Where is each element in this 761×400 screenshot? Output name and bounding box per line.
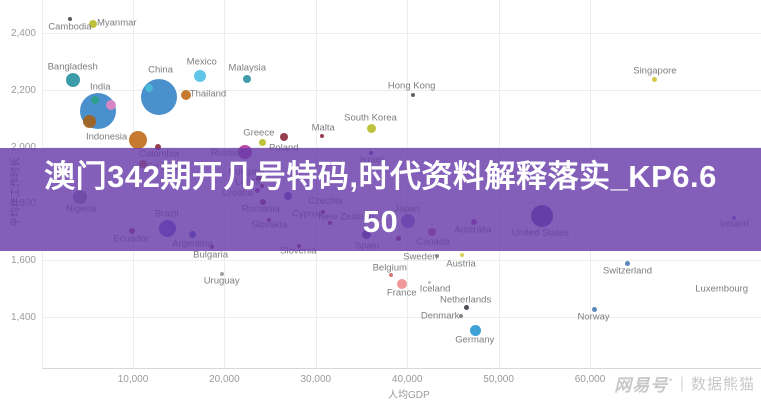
y-axis-tick-label: 2,400 [10,28,36,39]
country-label-belgium: Belgium [372,262,407,274]
gridline-horizontal [42,260,761,262]
watermark: 网易号° | 数据熊猫 [614,371,755,396]
country-label-slovenia: Slovenia [280,245,317,257]
bubble-south-korea[interactable] [367,123,377,133]
country-label-mexico: Mexico [186,56,217,68]
bubble-malaysia[interactable] [243,75,252,83]
country-label-france: France [386,287,417,299]
headline-line-2: 50 [362,203,399,239]
bubble-greece[interactable] [259,138,267,146]
bubble-denmark[interactable] [459,313,464,318]
x-axis-tick-label: 30,000 [300,374,332,385]
y-axis-tick-label: 2,200 [10,84,36,96]
bubble-unlabeled[interactable] [154,143,161,150]
country-label-norway: Norway [577,311,610,323]
country-label-myanmar: Myanmar [96,17,137,29]
country-label-poland: Poland [269,142,299,153]
gridline-horizontal [42,89,761,91]
country-label-uruguay: Uruguay [203,275,240,287]
country-label-bangladesh: Bangladesh [47,61,98,73]
country-label-china: China [148,64,173,76]
bubble-unlabeled[interactable] [144,84,153,93]
country-label-south-korea: South Korea [344,112,397,124]
country-label-malaysia: Malaysia [228,62,267,74]
watermark-name: 数据熊猫 [690,376,755,393]
country-label-india: India [89,81,111,93]
bubble-thailand[interactable] [181,89,191,100]
bubble-unlabeled[interactable] [106,99,117,110]
country-label-switzerland: Switzerland [602,265,653,277]
bubble-myanmar[interactable] [88,19,97,28]
x-axis-tick-label: 60,000 [574,374,606,385]
y-axis-tick-label: 1,400 [10,312,36,323]
country-label-bulgaria: Bulgaria [193,249,229,261]
country-label-cambodia: Cambodia [48,21,92,33]
x-axis-line [42,368,761,369]
y-axis-tick-label: 2,000 [0,142,36,153]
gridline-horizontal [42,146,761,148]
bubble-netherlands[interactable] [464,304,470,310]
headline-banner: 澳门342期开几号特码,时代资料解释落实_KP6.6 50 [0,148,761,251]
headline-line-1: 澳门342期开几号特码,时代资料解释落实_KP6.6 [44,159,717,195]
bubble-malta[interactable] [320,134,325,139]
bubble-bangladesh[interactable] [65,72,80,87]
bubble-switzerland[interactable] [624,260,630,266]
country-label-malta: Malta [311,122,335,134]
country-label-austria: Austria [446,258,476,270]
bubble-uruguay[interactable] [219,272,224,277]
x-axis-tick-label: 10,000 [117,374,149,385]
bubble-iceland[interactable] [427,281,431,285]
country-label-singapore: Singapore [633,65,677,77]
bubble-unlabeled[interactable] [82,114,96,128]
watermark-mark: ° [668,376,673,387]
bubble-belgium[interactable] [388,272,393,277]
country-label-indonesia: Indonesia [85,131,128,143]
country-label-iceland: Iceland [419,283,451,295]
bubble-austria[interactable] [460,253,465,258]
country-label-luxembourg: Luxembourg [695,283,749,295]
country-label-denmark: Denmark [420,310,460,322]
bubble-mexico[interactable] [193,69,206,82]
country-label-greece: Greece [243,127,275,139]
bubble-hong-kong[interactable] [410,92,415,97]
country-label-sweden: Sweden [403,251,438,263]
bubble-poland[interactable] [279,132,288,141]
bubble-france[interactable] [396,279,407,290]
bubble-singapore[interactable] [652,77,658,83]
country-label-germany: Germany [455,334,495,346]
gridline-horizontal [42,33,761,34]
watermark-divider: | [679,374,684,392]
bubble-norway[interactable] [592,307,598,313]
country-label-netherlands: Netherlands [439,294,492,306]
bubble-cambodia[interactable] [67,17,72,22]
watermark-brand: 网易号° [614,376,673,395]
x-axis-tick-label: 20,000 [209,374,240,385]
bubble-unlabeled[interactable] [90,96,99,105]
bubble-germany[interactable] [470,324,482,336]
x-axis-tick-label: 50,000 [483,374,514,385]
gridline-horizontal [42,317,761,318]
y-axis-tick-label: 1,600 [10,255,36,267]
country-label-hong-kong: Hong Kong [387,80,436,92]
country-label-thailand: Thailand [189,88,227,100]
bubble-indonesia[interactable] [128,131,147,150]
bubble-sweden[interactable] [435,253,440,258]
x-axis-title: 人均GDP [388,390,430,400]
x-axis-tick-label: 40,000 [391,374,423,385]
